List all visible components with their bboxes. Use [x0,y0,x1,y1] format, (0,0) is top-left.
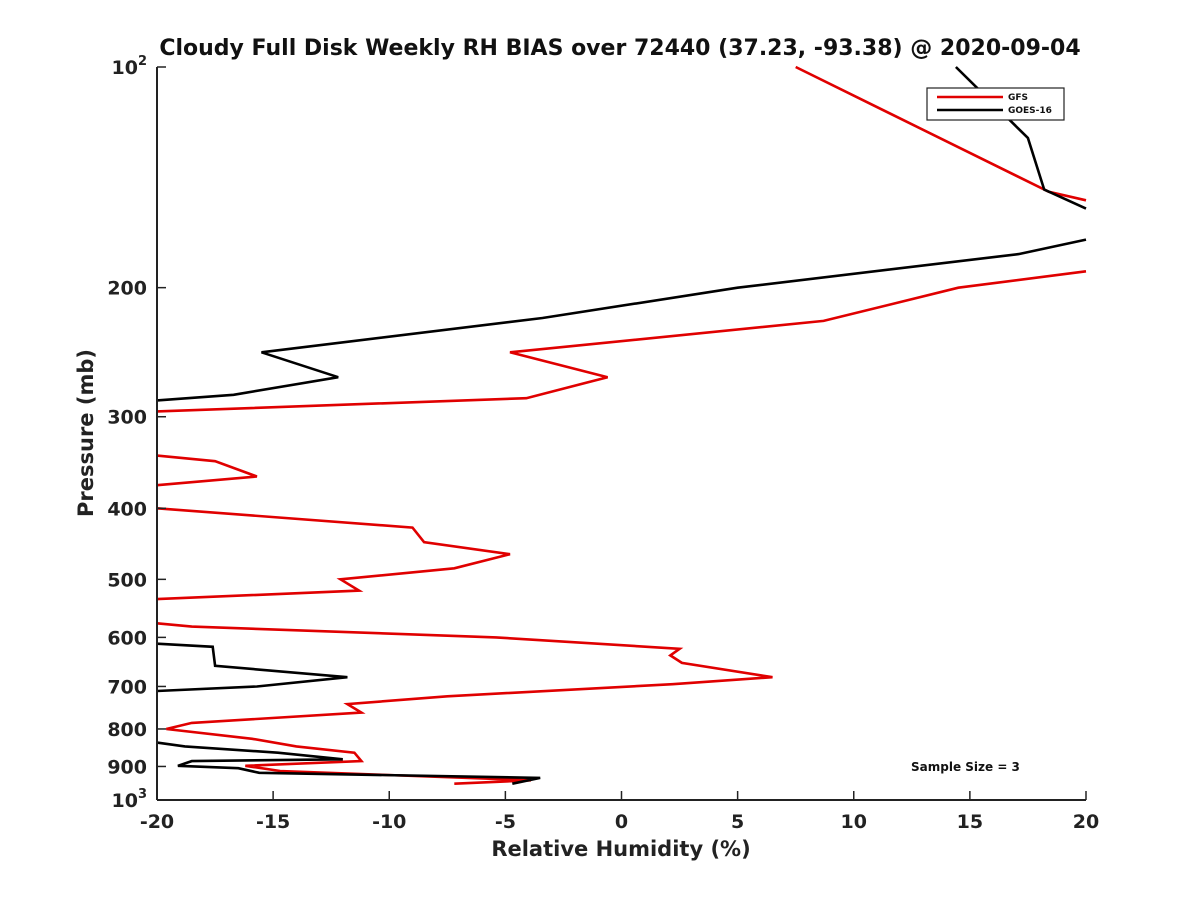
chart-title: Cloudy Full Disk Weekly RH BIAS over 724… [159,36,1080,61]
series-line-gfs-3 [156,507,511,601]
series-lines [156,65,1087,785]
y-tick-label: 300 [107,407,147,429]
axes [156,67,1086,801]
x-tick-label: 10 [841,811,867,833]
y-ticks: 102 200 300 400 500 600 700 800 900 103 [107,54,166,812]
x-tick-label: 0 [615,811,628,833]
x-axis-label: Relative Humidity (%) [491,837,750,861]
series-line-gfs-2 [156,454,258,487]
series-line-goes-16-1 [156,238,1087,402]
x-tick-label: 15 [957,811,983,833]
legend-box [926,87,1065,121]
y-tick-label: 600 [107,627,147,649]
series-line-goes-16-2 [156,642,348,693]
legend: GFS GOES-16 [926,87,1065,121]
sample-size-annotation: Sample Size = 3 [911,760,1020,774]
x-tick-label: -10 [372,811,406,833]
legend-label-goes16: GOES-16 [1008,106,1052,116]
y-tick-label: 800 [107,719,147,741]
y-tick-label: 700 [107,676,147,698]
x-tick-label: 20 [1073,811,1099,833]
y-tick-label: 400 [107,498,147,520]
x-ticks: -20 -15 -10 -5 0 5 10 15 20 [140,791,1099,833]
y-tick-label: 102 [112,54,148,79]
y-tick-label: 500 [107,569,147,591]
y-tick-label: 900 [107,756,147,778]
x-tick-label: -5 [495,811,516,833]
y-axis-label: Pressure (mb) [74,349,98,517]
x-tick-label: 5 [731,811,744,833]
series-line-gfs-4 [156,622,773,785]
legend-label-gfs: GFS [1008,93,1028,103]
x-tick-label: -20 [140,811,174,833]
series-line-gfs-1 [156,270,1087,413]
series-line-goes-16-3 [156,741,541,785]
y-tick-label: 200 [107,278,147,300]
x-tick-label: -15 [256,811,290,833]
y-tick-label: 103 [112,787,148,812]
